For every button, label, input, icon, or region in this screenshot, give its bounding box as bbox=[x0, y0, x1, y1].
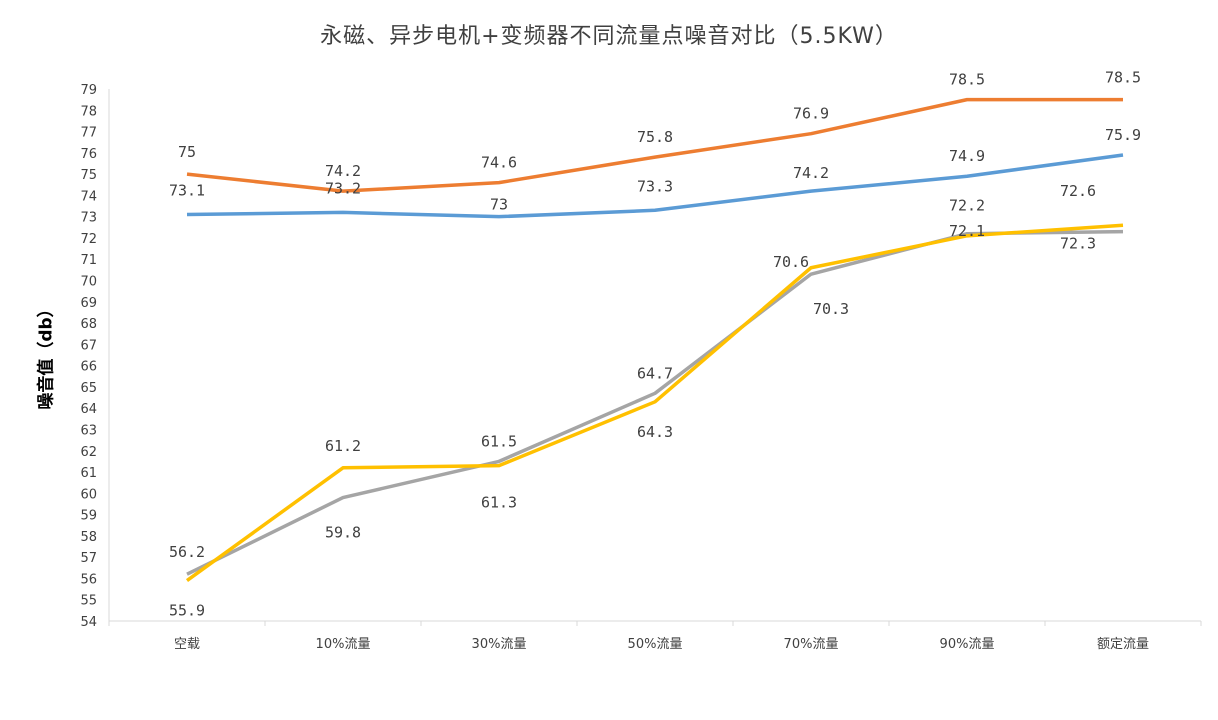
data-label: 76.9 bbox=[793, 105, 829, 123]
data-label: 73.3 bbox=[637, 177, 673, 195]
x-tick-label: 额定流量 bbox=[1097, 637, 1149, 652]
y-tick-label: 63 bbox=[80, 423, 97, 438]
y-tick-label: 64 bbox=[80, 402, 97, 417]
data-label: 64.3 bbox=[637, 423, 673, 441]
data-label: 73 bbox=[490, 196, 508, 214]
data-label: 59.8 bbox=[325, 524, 361, 542]
y-tick-label: 69 bbox=[80, 296, 97, 311]
y-tick-label: 68 bbox=[80, 317, 97, 332]
data-label: 56.2 bbox=[169, 543, 205, 561]
y-tick-label: 67 bbox=[80, 338, 97, 353]
data-label: 75.9 bbox=[1105, 126, 1141, 144]
data-label: 74.6 bbox=[481, 154, 517, 172]
x-tick-label: 50%流量 bbox=[628, 637, 683, 652]
y-tick-label: 57 bbox=[80, 551, 97, 566]
y-tick-label: 72 bbox=[80, 232, 97, 247]
data-label: 70.6 bbox=[773, 253, 809, 271]
y-tick-label: 66 bbox=[80, 360, 97, 375]
y-tick-label: 56 bbox=[80, 572, 97, 587]
series-line-2 bbox=[186, 229, 1124, 576]
data-label: 72.3 bbox=[1060, 235, 1096, 253]
data-label: 73.1 bbox=[169, 182, 205, 200]
series-line-0 bbox=[186, 97, 1123, 193]
x-tick-label: 70%流量 bbox=[784, 637, 839, 652]
chart-title: 永磁、异步电机+变频器不同流量点噪音对比（5.5KW） bbox=[320, 24, 898, 49]
data-label: 64.7 bbox=[637, 364, 673, 382]
data-label: 78.5 bbox=[1105, 69, 1141, 87]
y-tick-label: 59 bbox=[80, 509, 97, 524]
series-line-1 bbox=[186, 153, 1124, 219]
y-tick-label: 79 bbox=[80, 83, 97, 98]
y-tick-label: 54 bbox=[80, 615, 97, 630]
y-tick-label: 75 bbox=[80, 168, 97, 183]
data-label: 61.2 bbox=[325, 437, 361, 455]
y-tick-label: 71 bbox=[80, 253, 97, 268]
data-label: 70.3 bbox=[813, 300, 849, 318]
data-label: 78.5 bbox=[949, 71, 985, 89]
y-tick-label: 73 bbox=[80, 211, 97, 226]
y-tick-label: 65 bbox=[80, 381, 97, 396]
x-tick-label: 90%流量 bbox=[940, 637, 995, 652]
data-label: 61.5 bbox=[481, 432, 517, 450]
y-tick-label: 76 bbox=[80, 147, 97, 162]
data-label: 55.9 bbox=[169, 602, 205, 620]
data-label: 75 bbox=[178, 143, 196, 161]
x-tick-label: 30%流量 bbox=[472, 637, 527, 652]
data-label: 61.3 bbox=[481, 494, 517, 512]
data-label: 74.9 bbox=[949, 147, 985, 165]
data-label: 74.2 bbox=[325, 162, 361, 180]
x-tick-label: 10%流量 bbox=[316, 637, 371, 652]
x-tick-label: 空载 bbox=[174, 637, 200, 652]
data-label: 75.8 bbox=[637, 128, 673, 146]
data-label: 72.6 bbox=[1060, 182, 1096, 200]
y-tick-label: 55 bbox=[80, 594, 97, 609]
data-label: 72.2 bbox=[949, 197, 985, 215]
y-tick-label: 77 bbox=[80, 126, 97, 141]
data-label: 72.1 bbox=[949, 222, 985, 240]
data-label: 74.2 bbox=[793, 164, 829, 182]
y-tick-label: 58 bbox=[80, 530, 97, 545]
data-label: 73.2 bbox=[325, 179, 361, 197]
y-tick-label: 70 bbox=[80, 275, 97, 290]
y-tick-label: 78 bbox=[80, 104, 97, 119]
y-tick-label: 74 bbox=[80, 189, 97, 204]
series-line-3 bbox=[185, 223, 1124, 582]
y-tick-label: 62 bbox=[80, 445, 97, 460]
y-tick-label: 60 bbox=[80, 487, 97, 502]
y-tick-label: 61 bbox=[80, 466, 97, 481]
